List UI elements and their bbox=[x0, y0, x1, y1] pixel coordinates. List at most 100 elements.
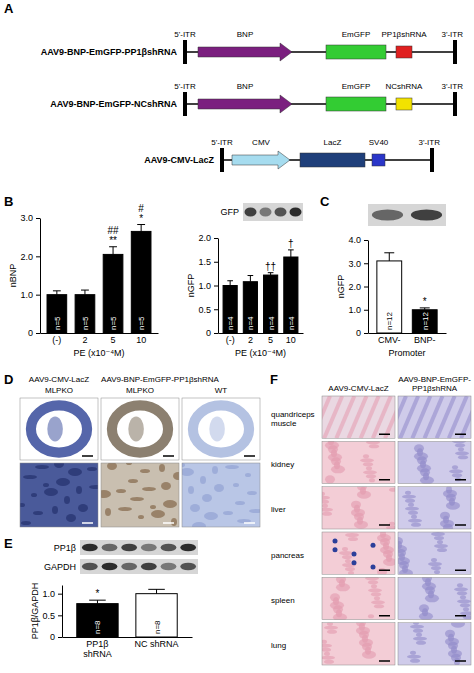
n-label: n=4 bbox=[226, 316, 235, 330]
tissue bbox=[365, 577, 379, 580]
tick: 5 bbox=[268, 335, 273, 345]
tissue bbox=[331, 465, 345, 473]
construct-name: AAV9-CMV-LacZ bbox=[144, 155, 214, 165]
element-label: 5'-ITR bbox=[174, 30, 196, 39]
x-axis: CMV-BNP- bbox=[369, 334, 447, 346]
tissue bbox=[451, 623, 465, 628]
tick-label: 2.0 bbox=[348, 282, 361, 292]
construct-name: AAV9-BNP-EmGFP-PP1βshRNA bbox=[41, 47, 178, 57]
tissue bbox=[354, 521, 368, 529]
column-title: AAV9-CMV-LacZ bbox=[328, 384, 388, 393]
tissue bbox=[416, 641, 426, 645]
element-label: BNP bbox=[237, 30, 253, 39]
tissue bbox=[105, 508, 111, 516]
bar bbox=[412, 310, 437, 333]
micrograph-bg bbox=[398, 396, 471, 438]
tick: 10 bbox=[136, 335, 146, 345]
tissue bbox=[460, 611, 471, 615]
micrograph-frame bbox=[322, 532, 395, 574]
blot-band bbox=[82, 563, 98, 571]
scale-bar bbox=[379, 570, 390, 572]
tissue bbox=[443, 524, 453, 529]
tissue bbox=[389, 488, 395, 492]
error-bar bbox=[288, 250, 294, 257]
tissue bbox=[214, 484, 224, 492]
stain bbox=[352, 552, 357, 557]
tissue bbox=[437, 540, 443, 544]
blot-bg bbox=[243, 203, 303, 221]
n-label: n=12 bbox=[385, 311, 394, 330]
tissue bbox=[249, 509, 260, 513]
gene-box bbox=[300, 153, 365, 167]
tick: 5 bbox=[111, 335, 116, 345]
tissue bbox=[452, 473, 462, 477]
row-label: pancreas bbox=[271, 551, 304, 560]
micrograph bbox=[322, 577, 395, 619]
column-subtitle: MLPKO bbox=[126, 386, 154, 395]
blot-band bbox=[260, 208, 272, 217]
tissue bbox=[138, 515, 144, 519]
tick-label: 2.0 bbox=[20, 252, 33, 262]
scale-bar bbox=[82, 455, 93, 457]
tick: 1.0 bbox=[348, 305, 368, 315]
micrograph bbox=[20, 398, 98, 460]
tissue bbox=[173, 472, 179, 480]
tissue bbox=[209, 417, 225, 442]
blot-label: GFP bbox=[220, 207, 239, 217]
tick-label: 1.0 bbox=[348, 305, 361, 315]
row-label: quandricepsmuscle bbox=[271, 410, 315, 428]
tissue bbox=[76, 486, 82, 494]
tissue bbox=[434, 570, 440, 574]
tissue bbox=[322, 500, 329, 504]
tissue bbox=[112, 405, 168, 452]
error-bar bbox=[81, 290, 89, 295]
tissue bbox=[322, 504, 328, 508]
tissue bbox=[78, 504, 88, 512]
tissue bbox=[368, 588, 382, 592]
tick-mark bbox=[364, 240, 368, 241]
panel-letter: C bbox=[320, 194, 330, 209]
tissue bbox=[322, 648, 331, 652]
panel-letter: F bbox=[270, 372, 278, 387]
tissue bbox=[383, 558, 395, 566]
blot bbox=[80, 540, 198, 555]
error-bar bbox=[384, 253, 394, 261]
tissue bbox=[200, 476, 206, 484]
micrograph-bg bbox=[322, 577, 395, 619]
annotation: * bbox=[139, 213, 143, 224]
axis-title: nBNP bbox=[8, 264, 18, 288]
promoter-arrow bbox=[198, 43, 292, 61]
tick-mark bbox=[58, 637, 62, 638]
scale-bar bbox=[244, 522, 255, 524]
tissue bbox=[348, 571, 354, 574]
blot bbox=[243, 203, 303, 221]
tissue bbox=[342, 547, 348, 551]
scale-bar bbox=[455, 615, 466, 617]
blot-band bbox=[411, 210, 442, 221]
tissue bbox=[368, 614, 374, 618]
tissue bbox=[322, 640, 327, 644]
micrograph-bg bbox=[322, 623, 395, 665]
tissue bbox=[322, 492, 325, 496]
micrograph-bg bbox=[20, 463, 98, 527]
tick: 2.0 bbox=[348, 282, 368, 292]
element-box bbox=[372, 154, 385, 166]
tissue bbox=[374, 604, 384, 608]
n-label: n=8 bbox=[153, 620, 162, 634]
tissue bbox=[56, 478, 70, 486]
scale-bar bbox=[244, 455, 255, 457]
error-bar bbox=[109, 247, 117, 255]
micrograph-frame bbox=[182, 398, 260, 460]
gene-box bbox=[326, 45, 386, 59]
blot-band bbox=[161, 544, 177, 552]
n-label: n=8 bbox=[93, 620, 102, 634]
tissue bbox=[182, 463, 185, 467]
itr bbox=[220, 148, 224, 172]
tissue bbox=[20, 503, 25, 507]
element-label: EmGFP bbox=[342, 82, 370, 91]
bar bbox=[131, 231, 151, 333]
tick: 2 bbox=[82, 335, 87, 345]
micrograph-frame bbox=[398, 577, 471, 619]
tick-label: 3.0 bbox=[20, 213, 33, 223]
tick: 10 bbox=[286, 335, 296, 345]
